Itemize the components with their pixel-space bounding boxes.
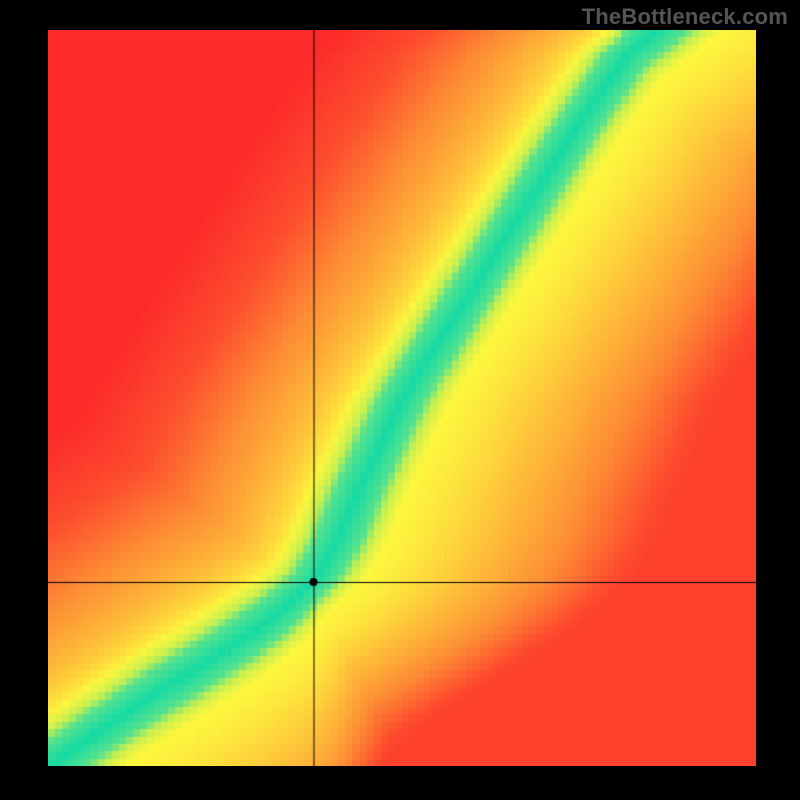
- figure-container: TheBottleneck.com: [0, 0, 800, 800]
- bottleneck-heatmap: [48, 30, 756, 766]
- watermark-text: TheBottleneck.com: [582, 4, 788, 30]
